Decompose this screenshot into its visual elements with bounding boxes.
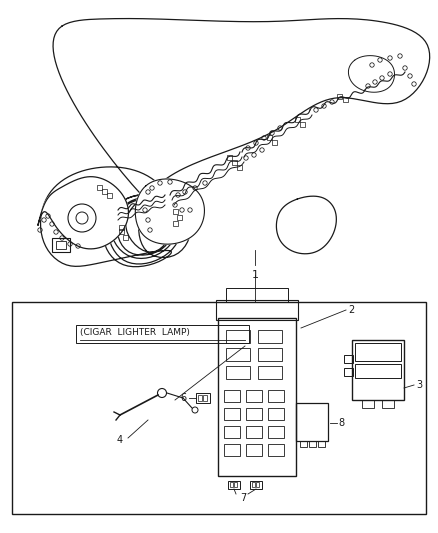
Bar — [227, 155, 232, 160]
Bar — [226, 288, 288, 302]
Bar — [355, 343, 401, 361]
Bar — [173, 209, 178, 214]
Bar — [250, 481, 262, 489]
Bar — [234, 482, 237, 487]
Bar — [224, 444, 240, 456]
Bar — [119, 225, 124, 230]
Bar — [237, 165, 242, 170]
Text: 1: 1 — [251, 270, 258, 280]
Bar — [252, 482, 255, 487]
Text: 4: 4 — [117, 435, 123, 445]
Bar — [107, 193, 112, 198]
Polygon shape — [41, 19, 430, 266]
Bar — [268, 408, 284, 420]
Bar — [355, 364, 401, 378]
Polygon shape — [135, 179, 205, 244]
Bar — [52, 238, 70, 252]
Polygon shape — [38, 176, 128, 249]
Bar — [246, 390, 262, 402]
Bar — [226, 330, 250, 343]
Bar — [318, 441, 325, 447]
Bar — [97, 185, 102, 190]
Text: 6: 6 — [180, 393, 186, 403]
Bar — [119, 229, 124, 234]
Bar — [309, 441, 316, 447]
Bar — [344, 355, 353, 363]
Bar — [272, 140, 277, 145]
Bar — [258, 330, 282, 343]
Bar — [362, 400, 374, 408]
Bar — [226, 366, 250, 379]
Polygon shape — [348, 55, 395, 92]
Bar — [203, 395, 207, 401]
Bar — [226, 348, 250, 361]
Bar — [258, 366, 282, 379]
Bar — [337, 94, 342, 99]
Bar — [296, 403, 328, 441]
Bar — [196, 393, 210, 403]
Text: (CIGAR  LIGHTER  LAMP): (CIGAR LIGHTER LAMP) — [80, 328, 190, 337]
Bar — [295, 117, 300, 122]
Bar — [198, 395, 202, 401]
Bar — [268, 444, 284, 456]
Bar — [256, 482, 259, 487]
Bar — [224, 408, 240, 420]
Bar — [246, 426, 262, 438]
Text: 7: 7 — [240, 493, 246, 503]
Bar — [258, 348, 282, 361]
Text: 8: 8 — [338, 418, 344, 428]
Bar — [382, 400, 394, 408]
Text: 2: 2 — [348, 305, 354, 315]
Bar — [267, 135, 272, 140]
Bar — [218, 318, 296, 476]
Bar — [343, 97, 348, 102]
Bar — [352, 340, 404, 400]
Bar — [224, 426, 240, 438]
Bar — [246, 408, 262, 420]
Bar — [268, 390, 284, 402]
Bar — [76, 325, 249, 343]
Bar — [216, 300, 298, 320]
Bar — [268, 426, 284, 438]
Bar — [300, 441, 307, 447]
Bar — [246, 444, 262, 456]
Bar — [56, 241, 66, 249]
Bar — [123, 235, 128, 240]
Bar — [230, 482, 233, 487]
Bar — [232, 160, 237, 165]
Text: 3: 3 — [416, 380, 422, 390]
Bar — [300, 122, 305, 127]
Bar — [224, 390, 240, 402]
Bar — [228, 481, 240, 489]
Bar — [344, 368, 353, 376]
Bar — [12, 302, 426, 514]
Bar — [177, 215, 182, 220]
Bar — [102, 189, 107, 194]
Bar — [173, 221, 178, 226]
Polygon shape — [276, 196, 336, 254]
